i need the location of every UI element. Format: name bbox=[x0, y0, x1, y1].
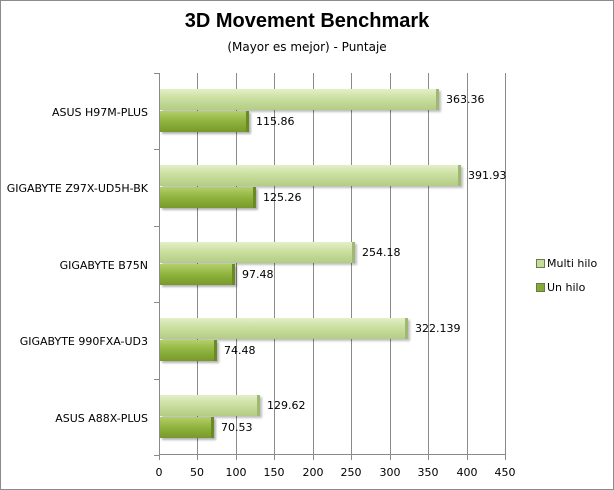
x-tick bbox=[428, 455, 429, 460]
category-label: ASUS A88X-PLUS bbox=[55, 412, 148, 425]
plot-area: 363.36 115.86 391.93 125.26 254.18 97.48 322.1… bbox=[154, 73, 507, 460]
gridline bbox=[351, 73, 352, 455]
x-tick bbox=[505, 455, 506, 460]
data-label: 129.62 bbox=[267, 399, 306, 412]
bar-un-hilo bbox=[160, 111, 249, 132]
data-label: 363.36 bbox=[446, 93, 485, 106]
legend-item-multi-hilo: Multi hilo bbox=[536, 256, 597, 270]
y-axis bbox=[159, 73, 160, 455]
category-label: GIGABYTE B75N bbox=[59, 259, 148, 272]
legend: Multi hilo Un hilo bbox=[536, 256, 597, 304]
gridline bbox=[313, 73, 314, 455]
bar-un-hilo bbox=[160, 340, 217, 361]
x-tick-label: 150 bbox=[263, 466, 285, 479]
bar-multi-hilo bbox=[160, 165, 461, 186]
data-label: 70.53 bbox=[221, 421, 253, 434]
bar-multi-hilo bbox=[160, 318, 408, 339]
category-label: GIGABYTE 990FXA-UD3 bbox=[19, 335, 148, 348]
x-tick bbox=[274, 455, 275, 460]
category-label: ASUS H97M-PLUS bbox=[51, 106, 148, 119]
y-tick bbox=[154, 302, 159, 303]
legend-swatch-icon bbox=[536, 282, 545, 292]
data-label: 254.18 bbox=[362, 246, 401, 259]
chart-subtitle: (Mayor es mejor) - Puntaje bbox=[227, 40, 387, 54]
data-label: 97.48 bbox=[242, 268, 274, 281]
x-axis bbox=[159, 454, 505, 455]
bar-un-hilo bbox=[160, 264, 235, 285]
bar-multi-hilo bbox=[160, 395, 260, 416]
data-label: 125.26 bbox=[263, 191, 302, 204]
data-label: 391.93 bbox=[468, 169, 507, 182]
gridline bbox=[274, 73, 275, 455]
x-tick-label: 300 bbox=[379, 466, 401, 479]
data-label: 74.48 bbox=[224, 344, 256, 357]
gridline bbox=[467, 73, 468, 455]
x-tick-label: 350 bbox=[417, 466, 439, 479]
x-tick-label: 200 bbox=[302, 466, 324, 479]
x-tick-label: 50 bbox=[190, 466, 204, 479]
legend-swatch-icon bbox=[536, 258, 545, 268]
bar-multi-hilo bbox=[160, 242, 355, 263]
gridline bbox=[390, 73, 391, 455]
legend-label: Multi hilo bbox=[547, 256, 598, 270]
x-tick bbox=[159, 455, 160, 460]
x-tick bbox=[467, 455, 468, 460]
chart-title: 3D Movement Benchmark bbox=[184, 10, 430, 32]
x-tick bbox=[197, 455, 198, 460]
y-tick bbox=[154, 226, 159, 227]
bar-multi-hilo bbox=[160, 89, 439, 110]
x-tick-label: 450 bbox=[494, 466, 516, 479]
x-tick-label: 400 bbox=[456, 466, 478, 479]
category-label: GIGABYTE Z97X-UD5H-BK bbox=[6, 182, 148, 195]
gridline bbox=[428, 73, 429, 455]
bar-un-hilo bbox=[160, 187, 256, 208]
y-tick bbox=[154, 149, 159, 150]
x-tick-label: 0 bbox=[155, 466, 163, 479]
y-tick bbox=[154, 73, 159, 74]
x-tick-label: 250 bbox=[340, 466, 362, 479]
y-tick bbox=[154, 379, 159, 380]
data-label: 322.139 bbox=[415, 322, 461, 335]
x-tick bbox=[390, 455, 391, 460]
gridline bbox=[505, 73, 506, 455]
y-tick bbox=[154, 455, 159, 456]
x-tick-label: 100 bbox=[225, 466, 247, 479]
bar-un-hilo bbox=[160, 417, 214, 438]
x-tick bbox=[351, 455, 352, 460]
x-tick bbox=[236, 455, 237, 460]
data-label: 115.86 bbox=[256, 115, 295, 128]
legend-label: Un hilo bbox=[547, 280, 586, 294]
gridline bbox=[236, 73, 237, 455]
x-tick bbox=[313, 455, 314, 460]
legend-item-un-hilo: Un hilo bbox=[536, 280, 597, 294]
